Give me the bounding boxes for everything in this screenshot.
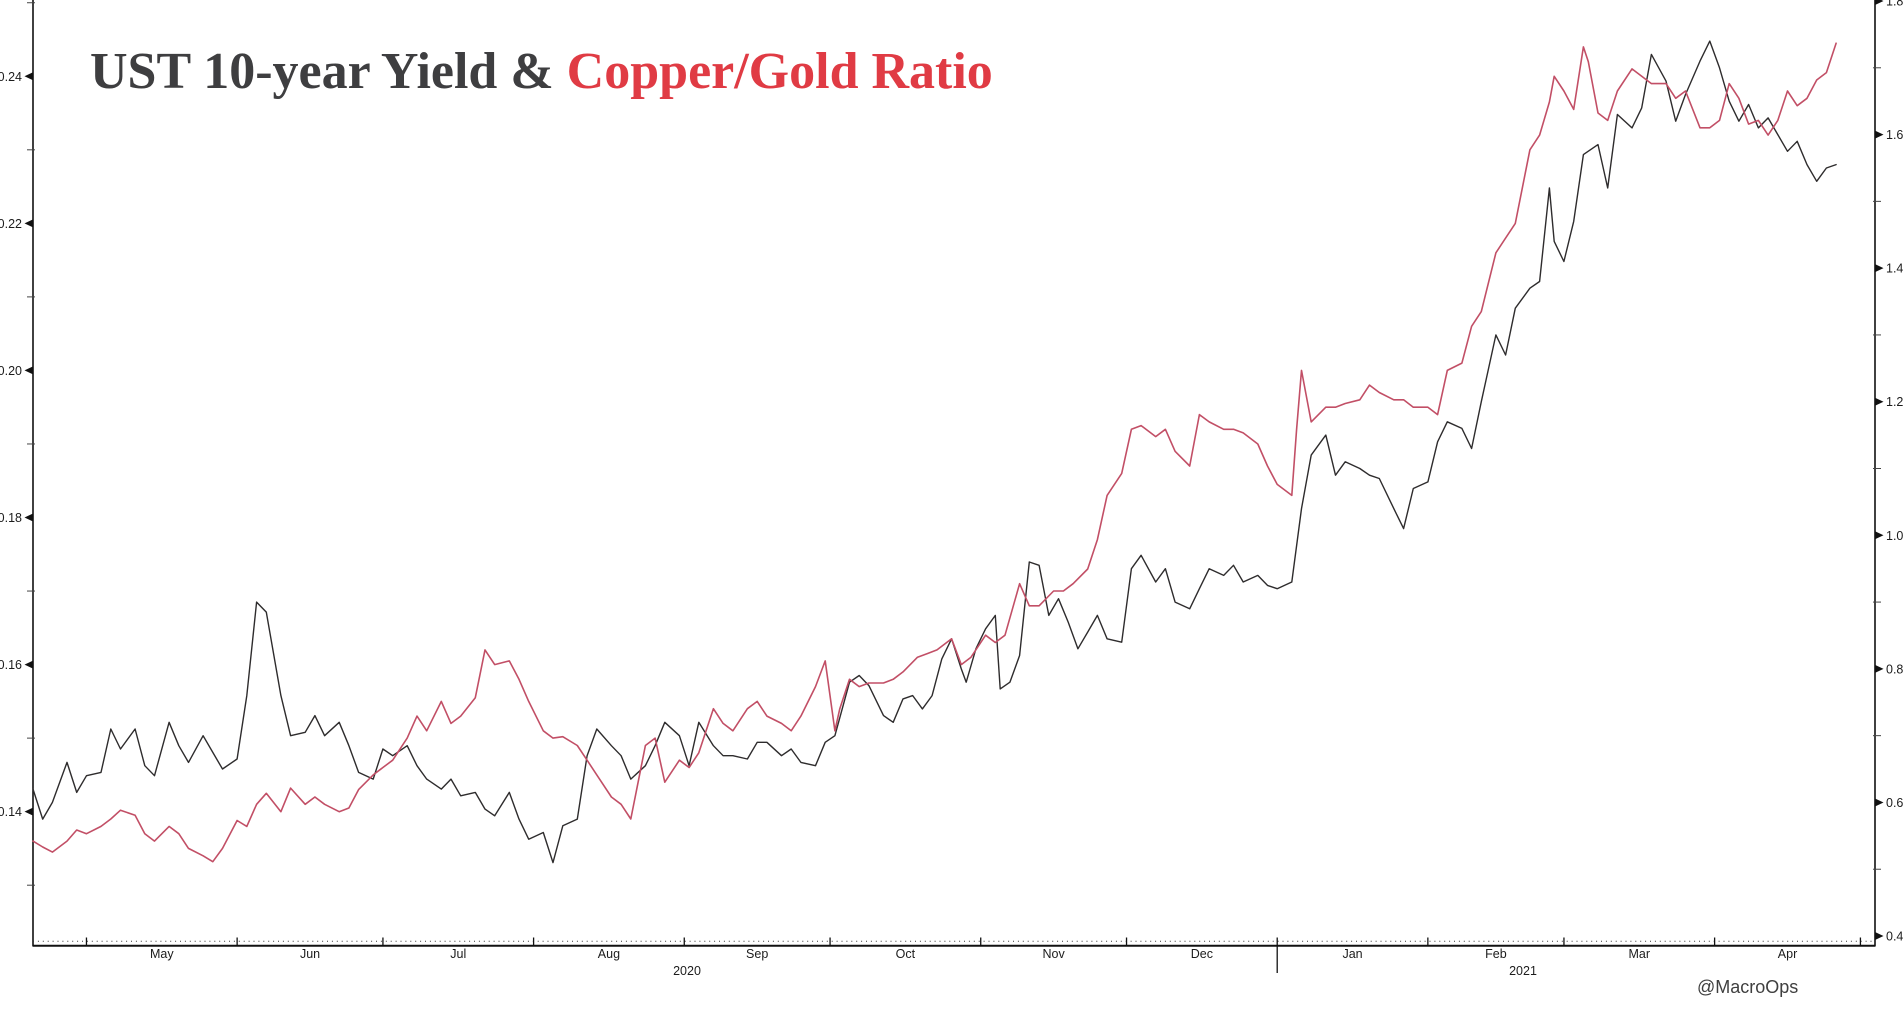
right-axis-label: 1.2	[1886, 395, 1903, 409]
ust-10y-yield-line	[32, 40, 1837, 864]
title-ust-10y: UST 10-year Yield &	[90, 43, 567, 100]
month-label: Oct	[896, 947, 916, 961]
left-axis-label: 0.22	[0, 217, 22, 231]
left-axis-arrow-tick	[24, 366, 33, 375]
right-axis-arrow-tick	[1875, 664, 1884, 673]
left-axis-arrow-tick	[24, 807, 33, 816]
right-axis-arrow-tick	[1875, 932, 1884, 941]
right-axis-label: 0.6	[1886, 796, 1903, 810]
month-label: Jan	[1342, 947, 1362, 961]
month-label: Dec	[1191, 947, 1213, 961]
right-axis-label: 1.6	[1886, 128, 1903, 142]
left-axis-arrow-tick	[24, 72, 33, 81]
left-axis-label: 0.16	[0, 658, 22, 672]
watermark-macroops: @MacroOps	[1697, 977, 1799, 997]
month-label: Sep	[746, 947, 768, 961]
month-label: Jun	[300, 947, 320, 961]
left-axis-label: 0.20	[0, 364, 22, 378]
year-label: 2020	[673, 964, 701, 978]
month-label: May	[150, 947, 174, 961]
month-label: Nov	[1043, 947, 1066, 961]
copper-gold-ratio-line	[32, 42, 1837, 863]
right-axis-arrow-tick	[1875, 798, 1884, 807]
month-label: Jul	[450, 947, 466, 961]
left-axis-label: 0.14	[0, 805, 22, 819]
right-axis-label: 0.8	[1886, 662, 1903, 676]
title-copper-gold-ratio: Copper/Gold Ratio	[566, 43, 993, 100]
month-label: Apr	[1778, 947, 1797, 961]
left-axis-arrow-tick	[24, 660, 33, 669]
chart-title: UST 10-year Yield & Copper/Gold Ratio	[90, 46, 993, 98]
right-axis-arrow-tick	[1875, 397, 1884, 406]
right-axis-label: 1.4	[1886, 262, 1903, 276]
month-label: Mar	[1629, 947, 1651, 961]
left-axis-arrow-tick	[24, 513, 33, 522]
right-axis-label: 1.0	[1886, 529, 1903, 543]
left-axis-label: 0.24	[0, 70, 22, 84]
left-axis-label: 0.18	[0, 511, 22, 525]
right-axis-arrow-tick	[1875, 264, 1884, 273]
right-axis-arrow-tick	[1875, 0, 1884, 5]
right-axis-arrow-tick	[1875, 531, 1884, 540]
month-label: Feb	[1485, 947, 1507, 961]
year-label: 2021	[1509, 964, 1537, 978]
left-axis-arrow-tick	[24, 219, 33, 228]
right-axis-label: 1.8	[1886, 0, 1903, 8]
right-axis-label: 0.4	[1886, 930, 1903, 944]
right-axis-arrow-tick	[1875, 130, 1884, 139]
month-label: Aug	[598, 947, 620, 961]
